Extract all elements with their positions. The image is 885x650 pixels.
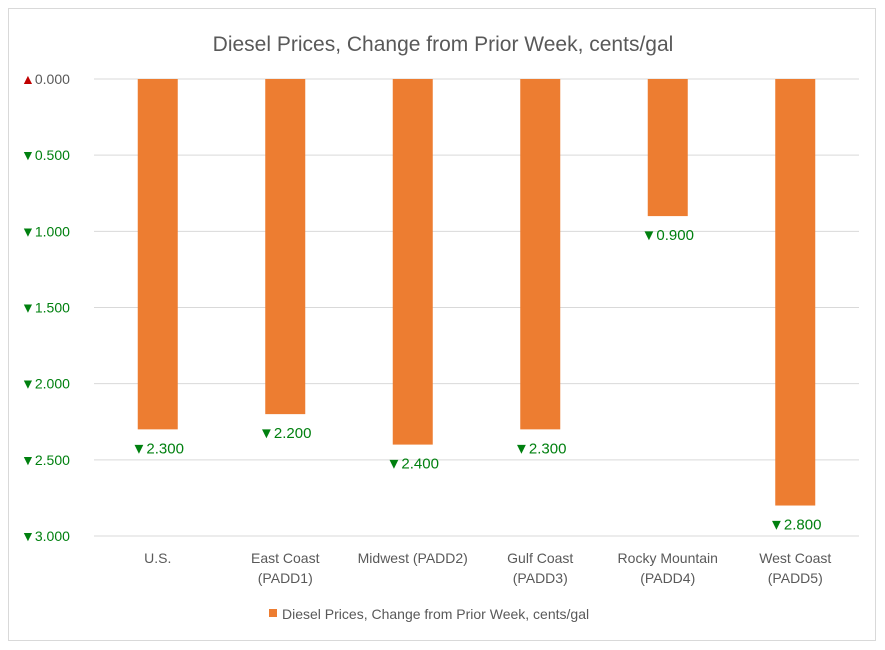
y-tick-label: ▲0.000 [21,71,70,87]
chart-svg: Diesel Prices, Change from Prior Week, c… [21,33,859,622]
category-label: Gulf Coast (PADD3) [507,550,573,586]
y-tick-label: ▼2.000 [21,376,70,392]
bar [392,79,433,445]
y-tick-label: ▼0.500 [21,147,70,163]
category-label: Midwest (PADD2) [358,550,468,566]
bar [647,79,688,217]
y-tick-label: ▼2.500 [21,452,70,468]
bar [137,79,178,430]
y-tick-label: ▼1.000 [21,223,70,239]
legend-swatch [269,609,277,617]
data-label: ▼2.300 [132,440,184,457]
x-axis-categories: U.S. East Coast (PADD1) Midwest (PADD2) Gulf… [144,550,831,586]
bar [775,79,816,506]
gridlines [94,78,859,537]
chart-frame: Diesel Prices, Change from Prior Week, c… [8,8,876,641]
data-label: ▼2.200 [259,425,311,442]
legend: Diesel Prices, Change from Prior Week, c… [269,606,589,622]
category-label: West Coast (PADD5) [759,550,831,586]
data-label: ▼2.400 [387,456,439,473]
legend-label: Diesel Prices, Change from Prior Week, c… [282,606,589,622]
y-tick-label: ▼1.500 [21,300,70,316]
data-label: ▼2.300 [514,440,566,457]
data-label: ▼2.800 [769,517,821,534]
chart-title: Diesel Prices, Change from Prior Week, c… [213,33,674,56]
y-tick-label: ▼3.000 [21,528,70,544]
bars [137,79,816,506]
data-labels: ▼2.300 ▼2.200 ▼2.400 ▼2.300 ▼0.900 ▼2.800 [132,227,822,533]
category-label: U.S. [144,550,171,566]
y-axis-ticks: ▲0.000 ▼0.500 ▼1.000 ▼1.500 ▼2.000 ▼2.500 ▼3.0… [21,71,70,544]
bar [265,79,306,415]
bar [520,79,561,430]
data-label: ▼0.900 [642,227,694,244]
category-label: Rocky Mountain (PADD4) [618,550,718,586]
category-label: East Coast (PADD1) [251,550,320,586]
